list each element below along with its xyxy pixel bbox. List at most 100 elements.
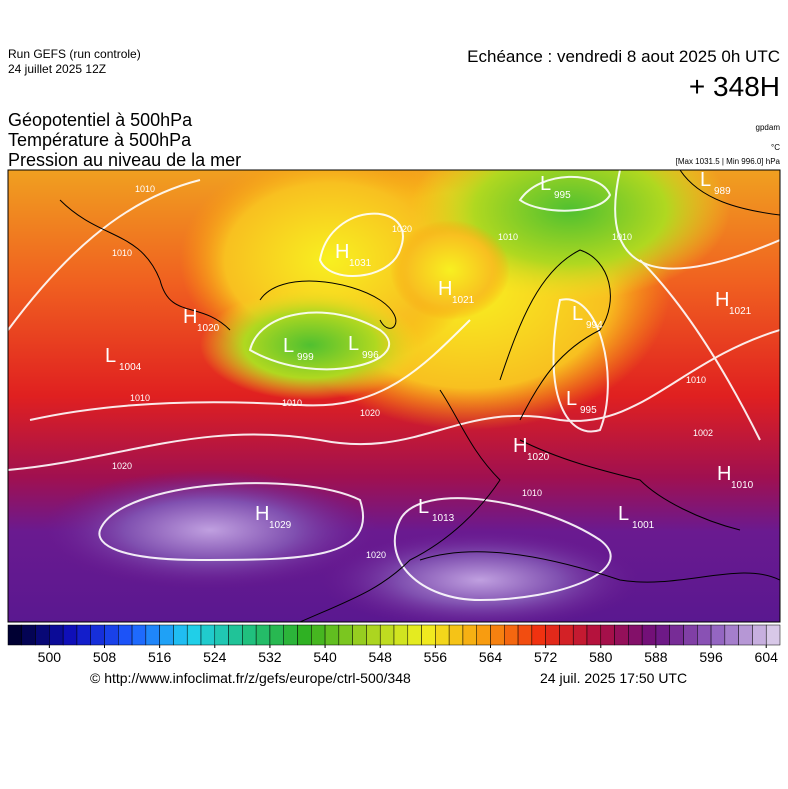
pressure-symbol: L	[348, 333, 359, 355]
pressure-value: 1021	[452, 295, 475, 306]
colorbar-swatch	[490, 624, 505, 646]
colorbar-swatch	[104, 624, 119, 646]
colorbar-tick-label: 548	[369, 649, 393, 665]
pressure-symbol: H	[438, 278, 452, 300]
colorbar-swatch	[531, 624, 546, 646]
isobar-label: 1010	[112, 248, 132, 258]
colorbar-swatch	[614, 624, 629, 646]
colorbar-swatch	[476, 624, 491, 646]
colorbar-tick-label: 516	[148, 649, 172, 665]
colorbar-swatch	[311, 624, 326, 646]
colorbar-tick-label: 556	[424, 649, 448, 665]
colorbar-tick-label: 532	[258, 649, 282, 665]
pressure-symbol: L	[618, 503, 629, 525]
isobar-label: 1010	[522, 488, 542, 498]
colorbar-swatch	[545, 624, 560, 646]
colorbar-swatch	[118, 624, 133, 646]
colorbar-swatch	[90, 624, 105, 646]
pressure-value: 1001	[632, 520, 655, 531]
pressure-symbol: L	[105, 345, 116, 367]
colorbar-swatch	[435, 624, 450, 646]
colorbar-swatch	[697, 624, 712, 646]
colorbar-swatch	[131, 624, 147, 646]
colorbar-swatch	[572, 624, 588, 646]
colorbar-swatch	[655, 624, 670, 646]
pressure-value: 995	[554, 190, 571, 201]
colorbar-swatch	[586, 624, 602, 646]
colorbar-swatch	[628, 624, 643, 646]
colorbar-tick-label: 572	[534, 649, 558, 665]
colorbar-swatch	[214, 624, 229, 646]
pressure-symbol: L	[572, 303, 583, 325]
colorbar-swatch	[283, 624, 298, 646]
colorbar-tick-label: 524	[203, 649, 227, 665]
colorbar-tick-label: 588	[644, 649, 668, 665]
isobar-label: 1010	[282, 398, 302, 408]
isobar-label: 1020	[392, 224, 412, 234]
run-label: Run GEFS (run controle)	[8, 47, 141, 61]
colorbar-swatch	[641, 624, 657, 646]
unit-label: gpdam	[756, 123, 781, 132]
colorbar-swatch	[710, 624, 726, 646]
lead-time: + 348H	[689, 71, 780, 102]
echeance: Echéance : vendredi 8 aout 2025 0h UTC	[467, 47, 780, 66]
pressure-value: 995	[580, 405, 597, 416]
pressure-symbol: H	[255, 503, 269, 525]
colorbar-swatch	[186, 624, 202, 646]
isobar-label: 1002	[693, 428, 713, 438]
unit-label: °C	[771, 143, 780, 152]
pressure-symbol: L	[540, 173, 551, 195]
title-line: Géopotentiel à 500hPa	[8, 110, 193, 130]
colorbar-swatch	[49, 624, 64, 646]
colorbar-swatch	[338, 624, 353, 646]
isobar-label: 1010	[498, 232, 518, 242]
colorbar-swatch	[7, 624, 23, 646]
colorbar-tick-label: 540	[313, 649, 337, 665]
title-line: Température à 500hPa	[8, 130, 192, 150]
colorbar-swatch	[448, 624, 464, 646]
pressure-value: 1020	[527, 452, 550, 463]
pressure-value: 1004	[119, 362, 142, 373]
pressure-value: 1029	[269, 520, 292, 531]
colorbar-swatch	[393, 624, 409, 646]
pressure-value: 1021	[729, 306, 752, 317]
colorbar-tick-label: 500	[38, 649, 62, 665]
colorbar-swatch	[297, 624, 312, 646]
colorbar-swatch	[421, 624, 436, 646]
isobar-label: 1010	[135, 184, 155, 194]
colorbar-swatch	[173, 624, 188, 646]
isobar-label: 1020	[112, 461, 132, 471]
pressure-value: 989	[714, 186, 731, 197]
colorbar-swatch	[200, 624, 216, 646]
pressure-symbol: H	[715, 289, 729, 311]
pressure-symbol: H	[335, 241, 349, 263]
colorbar-swatch	[269, 624, 284, 646]
isobar-label: 1010	[686, 375, 706, 385]
map-field	[8, 170, 780, 622]
pressure-symbol: L	[283, 335, 294, 357]
colorbar-swatch	[407, 624, 422, 646]
colorbar-swatch	[724, 624, 739, 646]
pressure-symbol: L	[566, 388, 577, 410]
colorbar-tick-label: 508	[93, 649, 117, 665]
colorbar-swatch	[752, 624, 767, 646]
colorbar-swatch	[517, 624, 533, 646]
colorbar-swatch	[145, 624, 160, 646]
pressure-symbol: L	[418, 496, 429, 518]
run-date: 24 juillet 2025 12Z	[8, 62, 106, 76]
colorbar-swatch	[228, 624, 243, 646]
colorbar-swatch	[242, 624, 257, 646]
isobar-label: 1010	[612, 232, 632, 242]
colorbar-swatch	[255, 624, 271, 646]
pressure-symbol: H	[513, 435, 527, 457]
pressure-value: 1013	[432, 513, 455, 524]
colorbar-swatch	[738, 624, 753, 646]
colorbar-swatch	[352, 624, 367, 646]
pressure-value: 996	[362, 350, 379, 361]
colorbar-swatch	[366, 624, 381, 646]
colorbar-swatch	[669, 624, 684, 646]
colorbar-swatch	[21, 624, 36, 646]
pressure-symbol: H	[183, 306, 197, 328]
